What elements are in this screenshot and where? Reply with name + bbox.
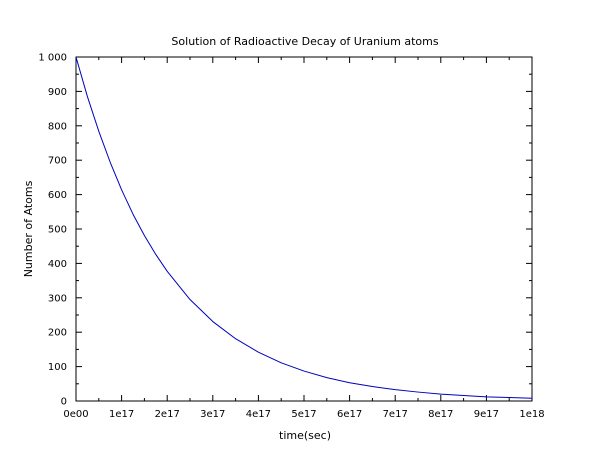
x-tick-label: 0e00 (63, 409, 88, 420)
x-tick-label: 1e17 (109, 409, 134, 420)
x-tick-label: 9e17 (474, 409, 499, 420)
x-tick-label: 8e17 (428, 409, 453, 420)
y-axis-ticks: 0 100 200 300 400 500 600 700 800 900 1 000 (38, 53, 532, 408)
y-tick-label: 600 (48, 190, 67, 201)
x-tick-label: 6e17 (337, 409, 362, 420)
y-tick-label: 400 (48, 259, 67, 270)
decay-curve-line (75, 56, 533, 399)
x-tick-label: 2e17 (155, 409, 180, 420)
y-tick-label: 1 000 (38, 53, 67, 64)
chart-title: Solution of Radioactive Decay of Uranium… (171, 35, 438, 48)
y-tick-label: 100 (48, 362, 67, 373)
x-axis-label: time(sec) (279, 429, 331, 442)
series-layer (75, 56, 533, 399)
x-tick-label: 1e18 (519, 409, 544, 420)
y-tick-label: 0 (61, 397, 67, 408)
y-tick-label: 800 (48, 121, 67, 132)
x-tick-label: 7e17 (383, 409, 408, 420)
y-axis-label: Number of Atoms (22, 180, 35, 277)
y-tick-label: 500 (48, 225, 67, 236)
y-tick-label: 300 (48, 293, 67, 304)
y-tick-label: 200 (48, 328, 67, 339)
plot-frame (75, 56, 533, 402)
x-axis-ticks: 0e00 1e17 2e17 3e17 4e17 5e17 6e17 7e17 8e17 9e17… (63, 57, 545, 420)
x-tick-label: 5e17 (291, 409, 316, 420)
x-tick-label: 3e17 (200, 409, 225, 420)
x-tick-label: 4e17 (246, 409, 271, 420)
y-tick-label: 900 (48, 87, 67, 98)
y-tick-label: 700 (48, 156, 67, 167)
plot-area (75, 56, 533, 402)
